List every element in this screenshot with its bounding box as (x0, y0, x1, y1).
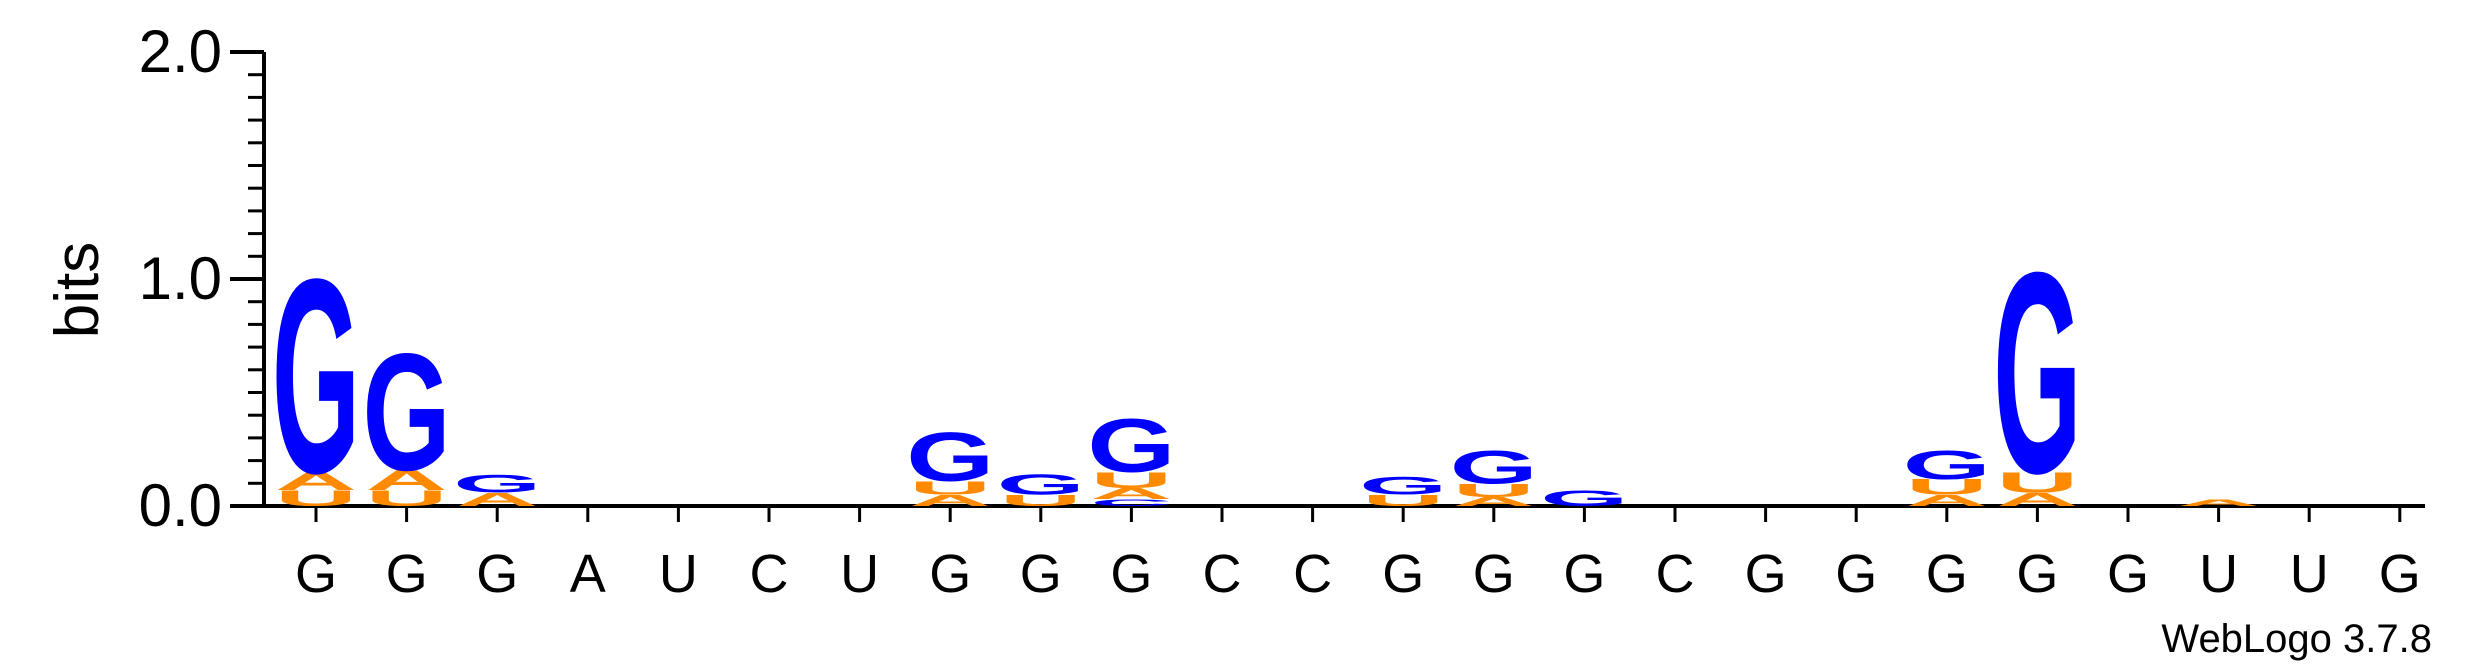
logo-letter-glyph: U (1000, 492, 1082, 510)
x-tick-label: C (1656, 544, 1695, 604)
x-tick-label: G (1745, 544, 1787, 604)
x-tick-label: G (476, 544, 518, 604)
y-tick-label: 0.0 (139, 472, 222, 539)
logo-letter: A (366, 464, 448, 496)
logo-letter: G (1903, 442, 1991, 488)
logo-letter-glyph: A (275, 468, 357, 496)
x-tick-label: G (295, 544, 337, 604)
x-tick-label: G (1563, 544, 1605, 604)
logo-letter-glyph: A (2178, 498, 2260, 509)
logo-letter: G (1087, 404, 1175, 488)
x-tick-label: G (1020, 544, 1062, 604)
logo-letter: U (909, 478, 991, 499)
y-axis: 0.0 1.0 2.0 bits (43, 18, 266, 539)
logo-letter: G (362, 320, 450, 506)
x-tick-label: G (2379, 544, 2421, 604)
logo-letter: U (1906, 475, 1988, 500)
logo-letter: U (1453, 480, 1535, 501)
logo-letter: U (1996, 467, 2078, 499)
logo-letter-glyph: A (1090, 485, 1172, 503)
logo-letter: G (1993, 213, 2081, 534)
logo-letter-glyph: G (1540, 486, 1628, 511)
logo-letter-glyph: G (1450, 441, 1538, 494)
logo-letter: A (1996, 489, 2078, 510)
x-tick-label: C (1203, 544, 1242, 604)
logo-letter: U (1362, 492, 1444, 510)
logo-letter: G (272, 221, 360, 531)
x-tick-label: U (840, 544, 879, 604)
x-tick-label: G (929, 544, 971, 604)
x-tick-label: C (750, 544, 789, 604)
logo-letter-glyph: G (362, 320, 450, 506)
logo-letter: A (1453, 495, 1535, 509)
logo-letter-glyph: A (909, 492, 991, 510)
logo-letter: C (1090, 498, 1172, 509)
logo-letter-glyph: G (1993, 213, 2081, 534)
x-tick-label: G (1110, 544, 1152, 604)
logo-letter-glyph: U (1906, 475, 1988, 500)
logo-letter-glyph: U (909, 478, 991, 499)
x-tick-label: G (1382, 544, 1424, 604)
logo-letter-glyph: G (1359, 472, 1447, 500)
logo-letter-glyph: G (1087, 404, 1175, 488)
logo-letter: A (456, 489, 538, 510)
logo-letter: G (453, 470, 541, 498)
logo-letter: U (1000, 492, 1082, 510)
logo-letter-glyph: A (1996, 489, 2078, 510)
logo-letter-glyph: A (366, 464, 448, 496)
logo-letter-glyph: U (366, 486, 448, 511)
y-tick-label: 2.0 (139, 18, 222, 85)
logo-letter-glyph: G (997, 469, 1085, 501)
x-tick-label: U (2199, 544, 2238, 604)
logo-letter: A (2178, 498, 2260, 509)
logo-letter-glyph: G (1903, 442, 1991, 488)
x-tick-label: U (659, 544, 698, 604)
footer-label: WebLogo 3.7.8 (2161, 617, 2432, 661)
y-axis-label: bits (43, 242, 112, 338)
x-tick-label: G (386, 544, 428, 604)
logo-letter: G (1450, 441, 1538, 494)
logo-letter: G (1359, 472, 1447, 500)
x-tick-label: G (2016, 544, 2058, 604)
logo-letter-glyph: U (1090, 468, 1172, 493)
x-tick-label: G (1926, 544, 1968, 604)
logo-letter-glyph: U (1453, 480, 1535, 501)
logo-letter: G (1540, 486, 1628, 511)
y-ticks: 0.0 1.0 2.0 (139, 18, 264, 539)
logo-letter-glyph: A (1453, 495, 1535, 509)
logo-letter: A (909, 492, 991, 510)
logo-letter-glyph: U (1996, 467, 2078, 499)
x-tick-label: G (2107, 544, 2149, 604)
logo-letter: G (906, 418, 994, 495)
logo-letter: A (1090, 485, 1172, 503)
x-tick-label: C (1293, 544, 1332, 604)
logo-letter-glyph: U (1362, 492, 1444, 510)
y-tick-label: 1.0 (139, 245, 222, 312)
x-tick-label: G (1835, 544, 1877, 604)
logo-letter-glyph: A (1906, 492, 1988, 510)
logo-letter: U (275, 486, 357, 511)
logo-letter-glyph: G (906, 418, 994, 495)
logo-letter: U (366, 486, 448, 511)
x-tick-label: A (570, 544, 606, 604)
x-tick-label: G (1473, 544, 1515, 604)
logo-letter-glyph: A (456, 489, 538, 510)
logo-letter: U (1090, 468, 1172, 493)
logo-letter: A (1906, 492, 1988, 510)
logo-letter-glyph: C (1090, 498, 1172, 509)
logo-letter-glyph: G (453, 470, 541, 498)
logo-letter: G (997, 469, 1085, 501)
x-tick-label: U (2290, 544, 2329, 604)
logo-letter: A (275, 468, 357, 496)
logo-letter-glyph: G (272, 221, 360, 531)
logo-letter-glyph: U (275, 486, 357, 511)
